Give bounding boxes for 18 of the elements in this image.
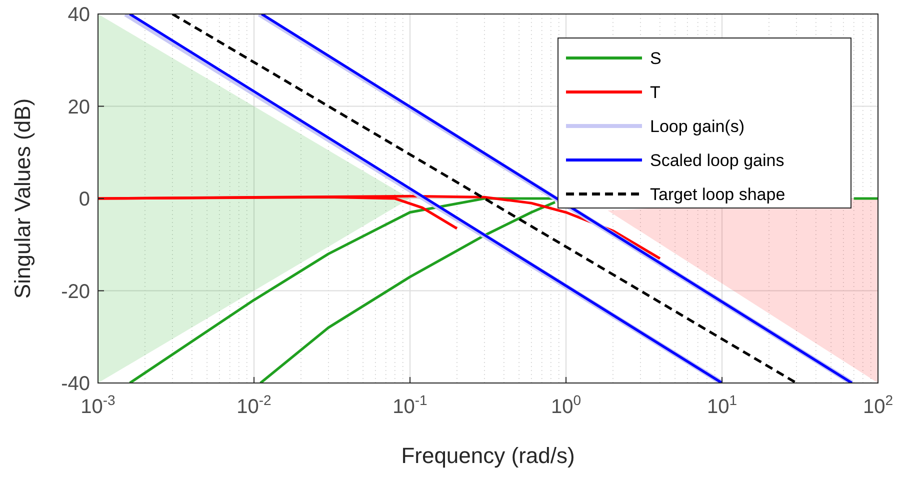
y-axis-title: Singular Values (dB) bbox=[10, 98, 35, 299]
x-tick-label: 10$^{1}$ bbox=[706, 392, 738, 418]
y-tick-label: -40 bbox=[61, 373, 90, 395]
legend-label: Target loop shape bbox=[650, 185, 786, 204]
x-tick-label: 10$^{2}$ bbox=[862, 392, 894, 418]
legend-label: S bbox=[650, 49, 662, 68]
x-axis-title: Frequency (rad/s) bbox=[401, 443, 575, 468]
legend-label: T bbox=[650, 83, 660, 102]
legend-label: Loop gain(s) bbox=[650, 117, 745, 136]
x-tick-label: 10$^{-2}$ bbox=[236, 392, 272, 418]
x-tick-label: 10$^{-1}$ bbox=[392, 392, 428, 418]
y-tick-label: 20 bbox=[68, 96, 90, 118]
y-tick-label: 40 bbox=[68, 4, 90, 26]
y-tick-label: -20 bbox=[61, 280, 90, 303]
legend-label: Scaled loop gains bbox=[650, 151, 784, 170]
x-tick-label: 10$^{0}$ bbox=[550, 392, 582, 418]
y-tick-label: 0 bbox=[78, 188, 90, 210]
x-tick-label: 10$^{-3}$ bbox=[80, 392, 116, 418]
